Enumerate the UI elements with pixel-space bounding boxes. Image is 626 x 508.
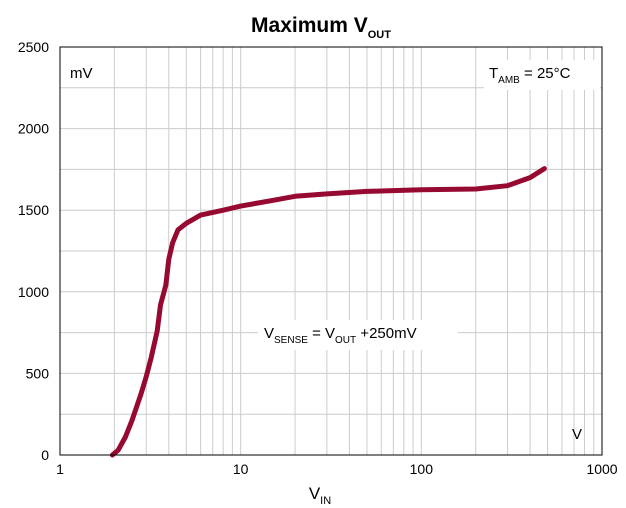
series-layer: [109, 166, 547, 458]
condition-s1: SENSE: [274, 335, 308, 346]
condition-annotation: VSENSE = VOUT +250mV: [264, 325, 417, 346]
y-tick-label: 0: [41, 447, 49, 463]
condition-s2: OUT: [335, 335, 356, 346]
series-line-0: [109, 166, 547, 458]
x-tick-labels: 1 10 100 1000: [56, 461, 618, 477]
y-tick-labels: 0 500 1000 1500 2000 2500: [18, 39, 49, 463]
y-tick-label: 1000: [18, 284, 49, 300]
plot-frame: [59, 46, 603, 456]
condition-mid: = V: [308, 325, 335, 342]
x-tick-label: 100: [410, 461, 434, 477]
temperature-annotation: TAMB = 25°C: [489, 65, 571, 86]
temperature-sub: AMB: [498, 75, 520, 86]
x-axis-title-sub: IN: [320, 495, 331, 507]
y-unit-label: mV: [70, 65, 93, 82]
chart-title-main: Maximum V: [251, 14, 368, 37]
y-tick-label: 2500: [18, 39, 49, 55]
x-axis-title-main: V: [309, 484, 321, 503]
y-tick-label: 500: [26, 365, 50, 381]
temperature-annotation-bg: [484, 60, 600, 90]
y-tick-label: 1500: [18, 202, 49, 218]
x-unit-label: V: [572, 426, 582, 443]
condition-annotation-bg: [258, 320, 458, 350]
condition-v1: V: [264, 325, 274, 342]
y-tick-label: 2000: [18, 121, 49, 137]
x-tick-label: 1000: [586, 461, 617, 477]
x-tick-label: 1: [56, 461, 64, 477]
temperature-prefix: T: [489, 65, 498, 82]
condition-tail: +250mV: [356, 325, 416, 342]
chart-title-sub: OUT: [368, 29, 392, 41]
x-tick-label: 10: [233, 461, 249, 477]
chart-title: Maximum VOUT: [251, 14, 391, 41]
temperature-suffix: = 25°C: [520, 65, 571, 82]
x-axis-title: VIN: [309, 484, 331, 507]
grid-layer: [60, 47, 602, 455]
